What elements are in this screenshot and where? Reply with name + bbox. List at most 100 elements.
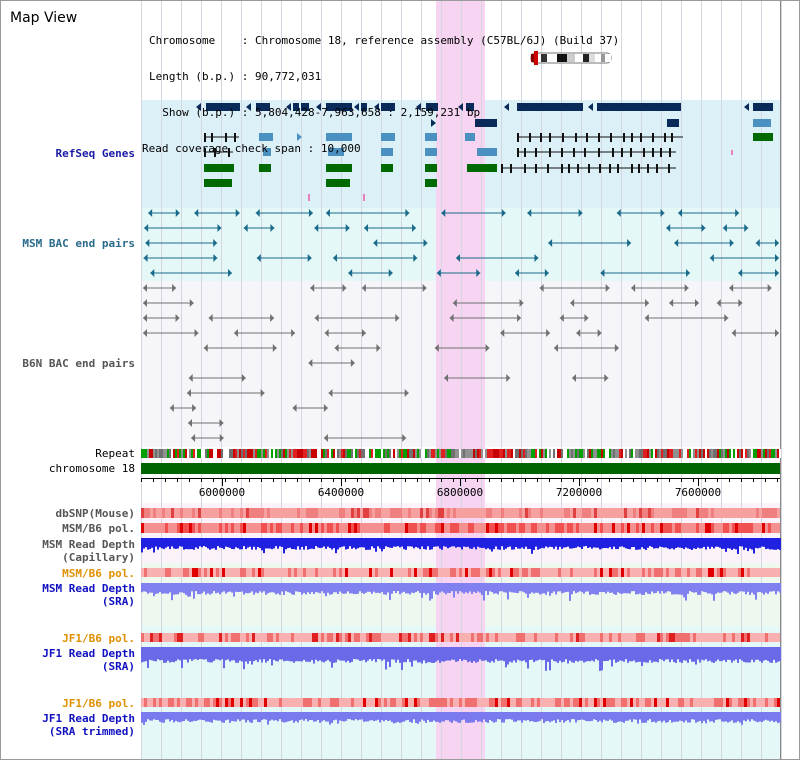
bac-end: [735, 209, 740, 217]
depth-bar: [313, 583, 315, 595]
track-label-jf1-pol-trimmed[interactable]: JF1/B6 pol.: [62, 697, 135, 710]
depth-bar: [145, 538, 147, 548]
heat-cell: [561, 508, 564, 518]
heat-cell: [708, 698, 711, 707]
track-label-msm-pol-sra[interactable]: MSM/B6 pol.: [62, 567, 135, 580]
depth-bar: [251, 538, 253, 550]
depth-bar: [717, 647, 719, 660]
track-label-jf1-depth[interactable]: JF1 Read Depth: [42, 647, 135, 660]
depth-bar: [459, 712, 461, 723]
repeat-segment: [269, 449, 271, 458]
depth-bar: [709, 712, 711, 722]
heat-cell: [378, 698, 381, 707]
depth-bar: [439, 583, 441, 593]
track-label-dbsnp[interactable]: dbSNP(Mouse): [55, 507, 135, 520]
track-label-repeat[interactable]: Repeat: [95, 447, 135, 460]
heat-cell: [510, 568, 513, 577]
depth-bar: [747, 538, 749, 552]
repeat-segment: [447, 449, 449, 458]
depth-bar: [597, 538, 599, 548]
depth-bar: [197, 538, 199, 549]
ruler-tick-label: 6000000: [199, 486, 245, 499]
track-label-jf1-depth-trimmed[interactable]: JF1 Read Depth: [42, 712, 135, 725]
depth-bar: [545, 647, 547, 671]
gene-arrow: [374, 103, 379, 111]
depth-bar: [329, 583, 331, 595]
heat-cell: [294, 633, 297, 642]
track-label-refseq-genes[interactable]: RefSeq Genes: [55, 147, 135, 160]
depth-bar: [661, 647, 663, 660]
heat-cell: [501, 633, 504, 642]
repeat-segment: [531, 449, 533, 458]
depth-bar: [237, 647, 239, 663]
span-label: Read coverage check span: [142, 142, 301, 155]
depth-bar: [225, 647, 227, 661]
heat-cell: [318, 523, 321, 533]
depth-bar: [589, 583, 591, 595]
track-label-jf1-pol[interactable]: JF1/B6 pol.: [62, 632, 135, 645]
heat-cell: [432, 508, 435, 518]
heat-cell: [399, 633, 402, 642]
heat-cell: [432, 633, 435, 642]
depth-bar: [339, 712, 341, 721]
depth-bar: [353, 583, 355, 595]
depth-bar: [301, 712, 303, 720]
repeat-segment: [475, 449, 477, 458]
depth-bar: [187, 712, 189, 721]
depth-bar: [387, 647, 389, 662]
depth-bar: [263, 583, 265, 592]
track-label-msm-pol[interactable]: MSM/B6 pol.: [62, 522, 135, 535]
track-label-msm-bac[interactable]: MSM BAC end pairs: [22, 237, 135, 250]
bac-end: [308, 209, 313, 217]
depth-bar: [383, 538, 385, 550]
heat-cell: [654, 633, 657, 642]
heat-cell: [555, 633, 558, 642]
repeat-segment: [723, 449, 725, 458]
repeat-segment: [691, 449, 693, 458]
depth-bar: [615, 712, 617, 723]
bac-end: [452, 299, 457, 307]
depth-bar: [347, 647, 349, 661]
track-label-msm-depth-capillary[interactable]: MSM Read Depth: [42, 538, 135, 551]
depth-bar: [741, 712, 743, 725]
repeat-segment: [229, 449, 231, 458]
repeat-segment: [535, 449, 537, 458]
heat-cell: [231, 633, 234, 642]
depth-bar: [535, 538, 537, 547]
heat-cell: [528, 568, 531, 577]
track-label-msm-depth-sra[interactable]: MSM Read Depth: [42, 582, 135, 595]
depth-bar: [497, 712, 499, 720]
depth-bar: [579, 583, 581, 592]
depth-bar: [269, 583, 271, 593]
depth-bar: [321, 538, 323, 548]
depth-bar: [739, 538, 741, 547]
heat-cell: [579, 633, 582, 642]
heat-cell: [366, 523, 369, 533]
heat-cell: [375, 508, 378, 518]
heat-cell: [399, 698, 402, 707]
heat-cell: [273, 698, 276, 707]
depth-bar: [317, 583, 319, 593]
heat-cell: [750, 508, 753, 518]
bac-end: [172, 284, 177, 292]
heat-cell: [612, 633, 615, 642]
track-label-b6n-bac[interactable]: B6N BAC end pairs: [22, 357, 135, 370]
gene-exon: [640, 133, 642, 142]
track-label-chromosome[interactable]: chromosome 18: [48, 462, 135, 475]
heat-cell: [615, 698, 618, 707]
depth-bar: [163, 647, 165, 663]
depth-bar: [273, 583, 275, 593]
heat-cell: [573, 633, 576, 642]
depth-bar: [431, 647, 433, 663]
depth-bar: [483, 583, 485, 601]
depth-bar: [235, 538, 237, 548]
heat-cell: [750, 633, 753, 642]
heat-cell: [423, 633, 426, 642]
repeat-segment: [765, 449, 767, 458]
depth-bar: [397, 583, 399, 592]
repeat-segment: [573, 449, 575, 458]
heat-cell: [450, 698, 453, 707]
gene-block: [326, 179, 350, 187]
heat-cell: [612, 508, 615, 518]
